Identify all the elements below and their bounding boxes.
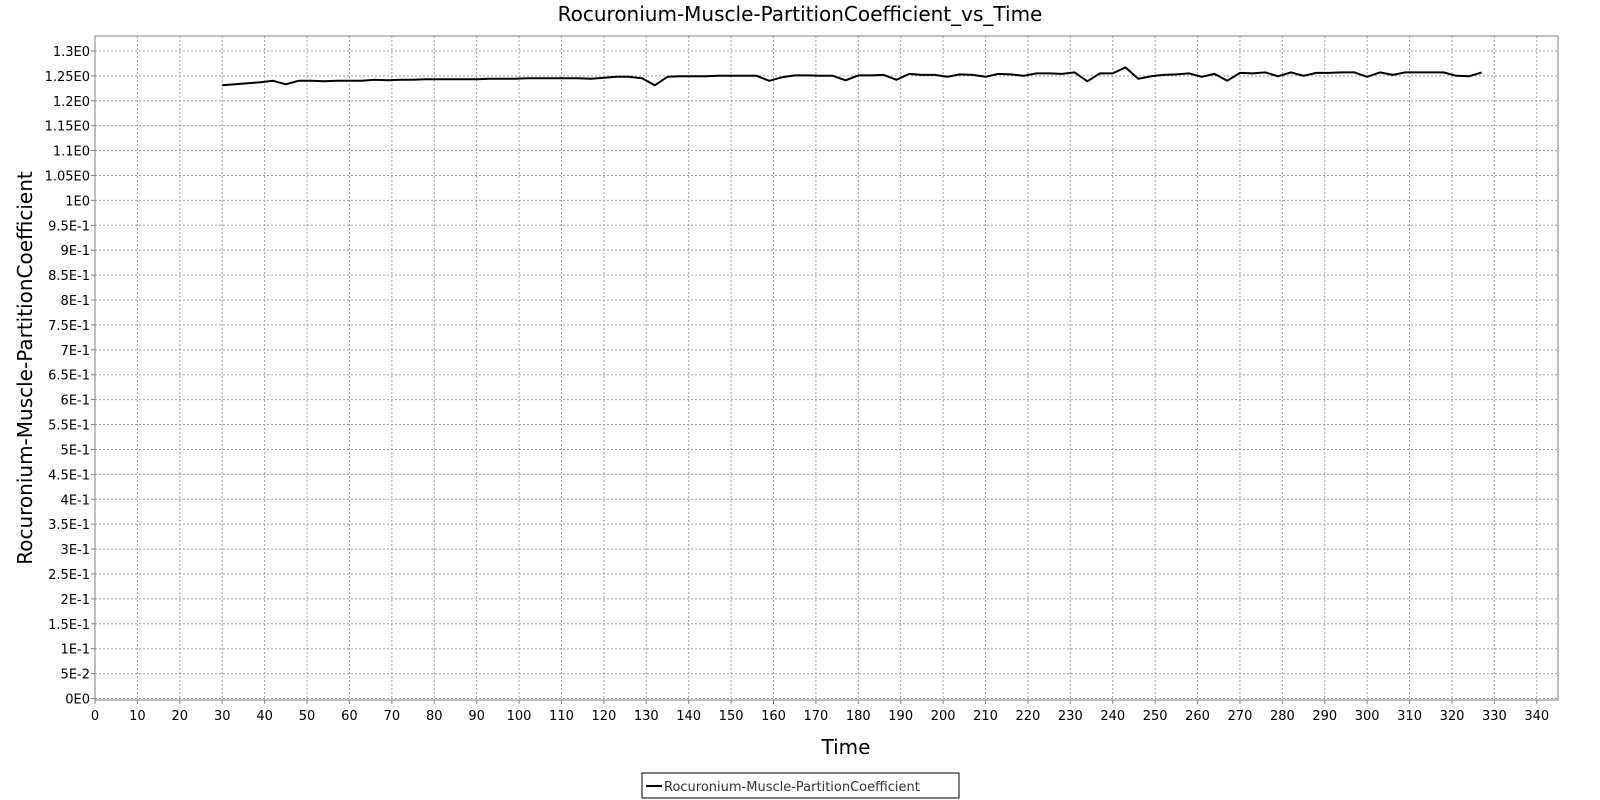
x-tick-label: 130 — [634, 709, 659, 724]
y-tick-label: 5.5E-1 — [48, 419, 90, 434]
x-tick-label: 110 — [549, 709, 574, 724]
x-tick-label: 230 — [1058, 709, 1083, 724]
x-tick-label: 320 — [1440, 709, 1465, 724]
x-tick-label: 250 — [1143, 709, 1168, 724]
y-tick-label: 4.5E-1 — [48, 468, 90, 483]
x-tick-label: 210 — [973, 709, 998, 724]
y-tick-label: 2E-1 — [61, 593, 90, 608]
x-tick-label: 190 — [888, 709, 913, 724]
x-tick-label: 220 — [1016, 709, 1041, 724]
x-tick-label: 70 — [384, 709, 401, 724]
y-tick-label: 5E-2 — [61, 668, 90, 683]
series-group — [222, 66, 1482, 87]
x-tick-label: 80 — [426, 709, 443, 724]
x-tick-label: 50 — [299, 709, 316, 724]
x-tick-label: 30 — [214, 709, 231, 724]
y-axis-label: Rocuronium-Muscle-PartitionCoefficient — [13, 171, 37, 565]
x-tick-label: 120 — [591, 709, 616, 724]
y-tick-label: 3E-1 — [61, 543, 90, 558]
x-tick-label: 20 — [172, 709, 189, 724]
x-tick-label: 240 — [1100, 709, 1125, 724]
x-tick-label: 60 — [341, 709, 358, 724]
y-tick-label: 5E-1 — [61, 443, 90, 458]
y-tick-label: 8E-1 — [61, 294, 90, 309]
x-tick-label: 200 — [931, 709, 956, 724]
chart-title: Rocuronium-Muscle-PartitionCoefficient_v… — [558, 2, 1043, 26]
y-tick-label: 1.2E0 — [53, 95, 90, 110]
x-tick-label: 0 — [91, 709, 99, 724]
y-tick-label: 1E0 — [65, 194, 90, 209]
x-tick-label: 290 — [1312, 709, 1337, 724]
legend-label: Rocuronium-Muscle-PartitionCoefficient — [664, 780, 920, 795]
x-tick-label: 330 — [1482, 709, 1507, 724]
x-tick-label: 180 — [846, 709, 871, 724]
y-tick-label: 1.5E-1 — [48, 618, 90, 633]
y-tick-label: 0E0 — [65, 693, 90, 708]
y-tick-label: 7.5E-1 — [48, 319, 90, 334]
y-tick-label: 8.5E-1 — [48, 269, 90, 284]
plot-area — [94, 35, 1559, 701]
x-axis-label: Time — [821, 735, 871, 759]
series-line — [222, 66, 1482, 87]
x-tick-label: 340 — [1524, 709, 1549, 724]
legend: Rocuronium-Muscle-PartitionCoefficient — [641, 772, 960, 799]
y-tick-label: 2.5E-1 — [48, 568, 90, 583]
x-tick-label: 170 — [803, 709, 828, 724]
x-tick-label: 90 — [468, 709, 485, 724]
x-tick-label: 150 — [719, 709, 744, 724]
x-tick-label: 270 — [1228, 709, 1253, 724]
y-tick-label: 9.5E-1 — [48, 219, 90, 234]
x-tick-label: 310 — [1397, 709, 1422, 724]
x-tick-label: 280 — [1270, 709, 1295, 724]
x-tick-label: 100 — [507, 709, 532, 724]
x-tick-label: 300 — [1355, 709, 1380, 724]
x-tick-label: 140 — [676, 709, 701, 724]
grid — [94, 36, 1558, 700]
x-tick-label: 10 — [129, 709, 146, 724]
y-tick-label: 1.25E0 — [45, 70, 90, 85]
x-axis: 0 10 20 30 40 50 60 70 80 90 100 110 120 130 140 150 160… — [91, 700, 1549, 724]
y-tick-label: 6E-1 — [61, 394, 90, 409]
y-axis: 0E0 5E-2 1E-1 1.5E-1 2E-1 2.5E-1 3E-1 3.5E-1 4E-… — [45, 45, 95, 708]
y-tick-label: 1E-1 — [61, 643, 90, 658]
y-tick-label: 1.1E0 — [53, 145, 90, 160]
y-tick-label: 1.05E0 — [45, 169, 90, 184]
y-tick-label: 7E-1 — [61, 344, 90, 359]
x-tick-label: 260 — [1185, 709, 1210, 724]
x-tick-label: 40 — [256, 709, 273, 724]
y-tick-label: 6.5E-1 — [48, 369, 90, 384]
y-tick-label: 3.5E-1 — [48, 518, 90, 533]
legend-box — [641, 772, 960, 799]
x-tick-label: 160 — [761, 709, 786, 724]
y-tick-label: 4E-1 — [61, 493, 90, 508]
y-tick-label: 1.15E0 — [45, 120, 90, 135]
y-tick-label: 9E-1 — [61, 244, 90, 259]
y-tick-label: 1.3E0 — [53, 45, 90, 60]
